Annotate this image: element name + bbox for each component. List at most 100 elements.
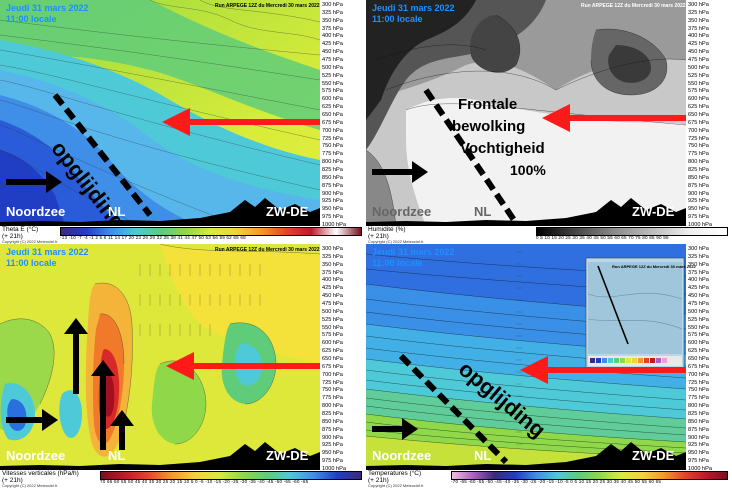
- pressure-level-label: 650 hPa: [322, 112, 343, 118]
- pressure-level-label: 750 hPa: [322, 387, 343, 394]
- pressure-level-label: 650 hPa: [688, 112, 709, 118]
- copyright: Copyright (C) 2022 Meteociel.fr: [368, 239, 424, 244]
- pressure-level-label: 625 hPa: [688, 348, 709, 355]
- pressure-level-label: 525 hPa: [322, 72, 343, 79]
- panel-footer: Theta E (°C) (+ 21h) Copyright (C) 2022 …: [0, 226, 366, 244]
- pressure-level-label: 950 hPa: [688, 206, 709, 213]
- pressure-level-label: 375 hPa: [322, 25, 343, 32]
- colorbar: [536, 227, 728, 236]
- valid-date: Jeudi 31 mars 2022: [6, 3, 89, 13]
- frontale-label: Frontale: [458, 96, 518, 113]
- pressure-level-label: 750 hPa: [322, 143, 343, 150]
- pressure-level-label: 575 hPa: [688, 332, 709, 339]
- valid-date: Jeudi 31 mars 2022: [372, 247, 455, 257]
- pressure-level-label: 575 hPa: [688, 88, 709, 95]
- temperature-panel: opglijding 300 hPa 325 hPa 350 hPa 375 hPa 4…: [366, 244, 732, 488]
- pressure-level-label: 875 hPa: [688, 426, 709, 433]
- pressure-level-label: 750 hPa: [688, 143, 709, 150]
- bewolking-label: bewolking: [452, 118, 526, 135]
- pressure-level-label: 975 hPa: [688, 214, 709, 221]
- pressure-level-label: 975 hPa: [688, 458, 709, 465]
- pressure-level-label: 700 hPa: [688, 371, 709, 378]
- copyright: Copyright (C) 2022 Meteociel.fr: [368, 483, 424, 488]
- pressure-level-label: 350 hPa: [322, 17, 343, 24]
- run-info: Run ARPEGE 12Z du Mercredi 30 mars 2022: [581, 3, 686, 9]
- pressure-level-label: 900 hPa: [688, 190, 709, 197]
- pressure-level-label: 800 hPa: [688, 159, 709, 166]
- pressure-level-label: 500 hPa: [688, 64, 709, 71]
- pressure-level-label: 575 hPa: [322, 332, 343, 339]
- pressure-level-label: 1000 hPa: [688, 222, 712, 228]
- pressure-level-label: 725 hPa: [322, 379, 343, 386]
- location-noordzee: Noordzee: [6, 204, 66, 219]
- pressure-level-label: 650 hPa: [688, 356, 709, 362]
- pressure-level-label: 400 hPa: [688, 277, 709, 284]
- location-noordzee: Noordzee: [6, 448, 66, 463]
- vochtigheid-label: Vochtigheid: [460, 140, 545, 157]
- pressure-level-label: 875 hPa: [322, 182, 343, 189]
- location-noordzee: Noordzee: [372, 448, 432, 463]
- pressure-level-label: 600 hPa: [688, 340, 709, 347]
- vertical-velocity-panel: 300 hPa 325 hPa 350 hPa 375 hPa 400 hPa 425 h…: [0, 244, 366, 488]
- pressure-axis: 300 hPa 325 hPa 350 hPa 375 hPa 400 hPa 425 h…: [322, 244, 366, 472]
- panel-footer: Temperatures (°C) (+ 21h) Copyright (C) …: [366, 470, 732, 488]
- pressure-level-label: 400 hPa: [322, 33, 343, 40]
- pressure-level-label: 550 hPa: [322, 80, 343, 87]
- pressure-level-label: 400 hPa: [688, 33, 709, 40]
- pressure-level-label: 925 hPa: [322, 198, 343, 205]
- pressure-level-label: 1000 hPa: [688, 466, 712, 472]
- lead-time: (+ 21h): [368, 477, 389, 484]
- temperature-field: [366, 244, 686, 470]
- valid-date: Jeudi 31 mars 2022: [372, 3, 455, 13]
- pressure-level-label: 350 hPa: [688, 261, 709, 268]
- location-nl: NL: [474, 204, 492, 219]
- pressure-level-label: 800 hPa: [322, 403, 343, 410]
- valid-time: 11:00 locale: [6, 14, 57, 24]
- pressure-level-label: 600 hPa: [688, 96, 709, 103]
- pressure-level-label: 700 hPa: [322, 371, 343, 378]
- pressure-level-label: 475 hPa: [688, 301, 709, 307]
- pressure-level-label: 600 hPa: [322, 340, 343, 347]
- pressure-level-label: 375 hPa: [322, 269, 343, 276]
- pressure-level-label: 750 hPa: [688, 387, 709, 394]
- pressure-level-label: 925 hPa: [322, 442, 343, 449]
- humidity-percent-label: 100%: [510, 162, 546, 178]
- pressure-level-label: 525 hPa: [688, 316, 709, 323]
- pressure-level-label: 550 hPa: [688, 80, 709, 87]
- pressure-level-label: 825 hPa: [688, 167, 709, 173]
- copyright: Copyright (C) 2022 Meteociel.fr: [2, 483, 58, 488]
- pressure-level-label: 775 hPa: [688, 395, 709, 402]
- pressure-level-label: 825 hPa: [322, 167, 343, 173]
- pressure-level-label: 975 hPa: [322, 214, 343, 221]
- vertical-velocity-plot: [0, 244, 320, 470]
- copyright: Copyright (C) 2022 Meteociel.fr: [2, 239, 58, 244]
- pressure-level-label: 475 hPa: [688, 57, 709, 63]
- pressure-level-label: 675 hPa: [688, 363, 709, 370]
- lead-time: (+ 21h): [2, 233, 23, 240]
- valid-date: Jeudi 31 mars 2022: [6, 247, 89, 257]
- variable-label: Humidité (%): [368, 226, 406, 233]
- pressure-level-label: 675 hPa: [322, 119, 343, 126]
- pressure-axis: 300 hPa 325 hPa 350 hPa 375 hPa 400 hPa 425 h…: [688, 0, 732, 228]
- pressure-level-label: 300 hPa: [322, 246, 343, 252]
- colorbar-ticks: -13 -10 -7 -4 -1 2 5 8 11 14 17 20 23 26…: [60, 235, 246, 240]
- pressure-level-label: 325 hPa: [688, 9, 709, 16]
- location-zw-de: ZW-DE: [632, 204, 675, 219]
- location-zw-de: ZW-DE: [266, 204, 309, 219]
- pressure-level-label: 950 hPa: [322, 450, 343, 457]
- temperature-plot: opglijding: [366, 244, 686, 470]
- pressure-level-label: 900 hPa: [322, 434, 343, 441]
- pressure-level-label: 625 hPa: [322, 348, 343, 355]
- pressure-level-label: 400 hPa: [322, 277, 343, 284]
- pressure-level-label: 950 hPa: [322, 206, 343, 213]
- pressure-level-label: 925 hPa: [688, 198, 709, 205]
- pressure-level-label: 425 hPa: [688, 41, 709, 48]
- valid-time: 11:00 locale: [372, 14, 423, 24]
- humidity-panel: Frontale bewolking Vochtigheid 100% 300 …: [366, 0, 732, 244]
- pressure-level-label: 975 hPa: [322, 458, 343, 465]
- pressure-level-label: 875 hPa: [688, 182, 709, 189]
- pressure-level-label: 700 hPa: [688, 127, 709, 134]
- pressure-level-label: 525 hPa: [688, 72, 709, 79]
- pressure-level-label: 450 hPa: [688, 49, 709, 56]
- pressure-level-label: 500 hPa: [322, 308, 343, 315]
